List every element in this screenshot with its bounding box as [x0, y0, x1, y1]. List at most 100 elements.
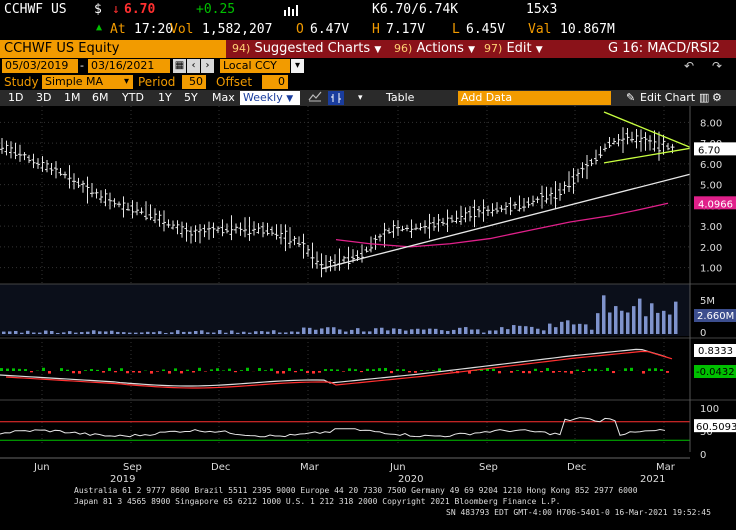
volume-bar — [374, 328, 378, 334]
offset-field[interactable]: 0 — [262, 75, 288, 89]
calendar-icon[interactable]: ▦ — [173, 59, 186, 73]
end-date-field[interactable]: 03/16/2021 — [88, 59, 170, 73]
macd-histogram-bar — [186, 369, 189, 371]
rsi-tag — [694, 419, 736, 433]
range-3d[interactable]: 3D — [36, 91, 52, 104]
low-value: 6.45V — [466, 22, 506, 37]
volume-bar — [134, 332, 138, 334]
traded-value: 10.867M — [560, 22, 615, 37]
macd-histogram-bar — [114, 371, 117, 373]
volume-bar — [530, 326, 534, 334]
macd-tag-label: 0.8333 — [698, 346, 733, 357]
security-field[interactable]: CCHWF US Equity — [0, 40, 226, 58]
macd-hist-tag — [694, 365, 736, 378]
macd-histogram-bar — [348, 368, 351, 371]
study-select[interactable]: Simple MA — [42, 75, 120, 89]
start-date-field[interactable]: 05/03/2019 — [2, 59, 78, 73]
volume-bar — [314, 329, 318, 334]
macd-histogram-bar — [312, 371, 315, 374]
macd-histogram-bar — [150, 371, 153, 374]
volume-bar — [356, 328, 360, 334]
volume-bar — [536, 328, 540, 334]
edit-label: Edit — [506, 41, 532, 56]
macd-histogram-bar — [210, 369, 213, 371]
table-button[interactable]: Table — [386, 91, 415, 104]
chevron-right-icon[interactable]: › — [201, 59, 214, 73]
line-chart-icon[interactable] — [308, 90, 322, 107]
interval-select[interactable]: Weekly ▼ — [240, 91, 300, 105]
price-axis-label: 6.00 — [700, 160, 722, 171]
currency-select[interactable]: Local CCY — [220, 59, 290, 73]
volume-axis-label: 5M — [700, 296, 715, 307]
volume-bar — [332, 327, 336, 334]
volume-bar — [74, 332, 78, 334]
macd-histogram-bar — [120, 368, 123, 371]
macd-histogram-bar — [600, 370, 603, 371]
volume-tag-label: 2.660M — [697, 311, 734, 322]
volume-bar — [140, 332, 144, 334]
x-axis-month-label: Dec — [567, 462, 586, 473]
macd-histogram-bar — [270, 368, 273, 371]
macd-histogram-bar — [408, 371, 411, 373]
volume-bar — [638, 298, 642, 334]
currency-symbol: $ — [94, 2, 102, 17]
x-axis-month-label: Sep — [123, 462, 142, 473]
pencil-icon[interactable]: ✎ — [626, 91, 636, 104]
range-1y[interactable]: 1Y — [158, 91, 172, 104]
macd-histogram-bar — [12, 368, 15, 371]
quote-line-1: CCHWF US $ ↓ 6.70 +0.25 K6.70/6.74K 15x3 — [0, 0, 736, 20]
macd-histogram-bar — [486, 368, 489, 371]
edit-menu[interactable]: 97) Edit ▼ — [484, 40, 543, 58]
range-max[interactable]: Max — [212, 91, 235, 104]
macd-histogram-bar — [168, 371, 171, 374]
period-field[interactable]: 50 — [182, 75, 206, 89]
macd-histogram-bar — [42, 367, 45, 371]
chevron-down-icon[interactable]: ▾ — [358, 93, 363, 103]
macd-histogram-bar — [162, 369, 165, 371]
settings-icon[interactable]: ⚙ — [712, 91, 722, 104]
macd-histogram-bar — [492, 368, 495, 371]
macd-histogram-bar — [450, 371, 453, 372]
macd-histogram-bar — [606, 367, 609, 371]
up-triangle-icon: ▲ — [96, 22, 103, 33]
volume-bar — [26, 330, 30, 334]
macd-histogram-bar — [648, 368, 651, 371]
bar-options-icon[interactable]: ▥ — [699, 91, 710, 104]
macd-histogram-bar — [84, 370, 87, 371]
price-chart[interactable]: 8.007.006.005.004.003.002.001.006.704.09… — [0, 106, 736, 530]
range-6m[interactable]: 6M — [92, 91, 109, 104]
volume-bar — [182, 331, 186, 334]
chevron-left-icon[interactable]: ‹ — [187, 59, 200, 73]
range-5y[interactable]: 5Y — [184, 91, 198, 104]
macd-histogram-bar — [378, 368, 381, 371]
chevron-down-icon[interactable]: ▾ — [291, 59, 304, 73]
volume-bar — [362, 331, 366, 334]
actions-menu[interactable]: 96) Actions ▼ — [394, 40, 475, 58]
macd-histogram-bar — [192, 371, 195, 373]
actions-number: 96) — [394, 42, 413, 55]
redo-icon[interactable]: ↷ — [712, 59, 723, 73]
range-ytd[interactable]: YTD — [122, 91, 144, 104]
volume-bar — [194, 331, 198, 334]
macd-histogram-bar — [372, 369, 375, 371]
volume-bar — [368, 331, 372, 334]
range-1m[interactable]: 1M — [64, 91, 81, 104]
macd-histogram-bar — [426, 370, 429, 371]
edit-number: 97) — [484, 42, 503, 55]
bar-chart-icon[interactable] — [328, 91, 344, 105]
volume-bar — [284, 332, 288, 334]
chevron-down-icon[interactable]: ▾ — [120, 75, 133, 89]
macd-tag — [694, 344, 736, 357]
chart-toolbar: 1D 3D 1M 6M YTD 1Y 5Y Max Weekly ▼ ▾ Tab… — [0, 90, 736, 106]
macd-histogram-bar — [216, 368, 219, 371]
macd-histogram-bar — [294, 371, 297, 373]
suggested-charts-menu[interactable]: 94) Suggested Charts ▼ — [232, 40, 381, 58]
volume-bar — [674, 301, 678, 334]
undo-icon[interactable]: ↶ — [684, 59, 695, 73]
add-data-input[interactable]: Add Data — [458, 91, 611, 105]
period-label: Period — [138, 75, 176, 89]
range-1d[interactable]: 1D — [8, 91, 24, 104]
footer-line-3: SN 483793 EDT GMT-4:00 H706-5401-0 16-Ma… — [446, 508, 711, 517]
macd-histogram-bar — [72, 371, 75, 374]
edit-chart-button[interactable]: Edit Chart — [640, 91, 696, 104]
